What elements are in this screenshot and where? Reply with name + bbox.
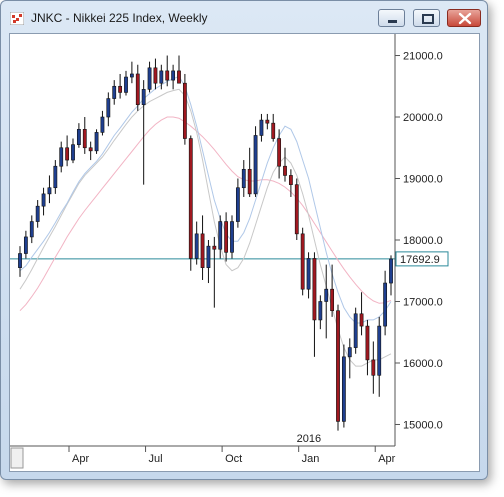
candle-body bbox=[94, 132, 99, 152]
maximize-icon bbox=[422, 14, 434, 24]
candle-body bbox=[259, 119, 264, 136]
candle-body bbox=[371, 359, 376, 376]
candle-body bbox=[182, 82, 187, 139]
y-tick-label: 15000.0 bbox=[403, 419, 443, 431]
candle-body bbox=[312, 258, 317, 321]
candle-body bbox=[53, 165, 58, 189]
candle-body bbox=[88, 147, 93, 152]
y-tick-label: 21000.0 bbox=[403, 51, 443, 63]
candle-body bbox=[294, 184, 299, 235]
candle-body bbox=[389, 258, 393, 284]
y-tick-label: 20000.0 bbox=[403, 112, 443, 124]
candle-body bbox=[330, 288, 335, 312]
y-tick-label: 17000.0 bbox=[403, 296, 443, 308]
candle-body bbox=[124, 76, 128, 93]
candle-body bbox=[235, 187, 240, 222]
candle-body bbox=[383, 282, 388, 327]
candle-body bbox=[288, 175, 293, 185]
candle-body bbox=[118, 85, 123, 93]
candle-body bbox=[112, 85, 117, 99]
candle-body bbox=[212, 245, 217, 250]
maximize-button[interactable] bbox=[413, 9, 440, 27]
candle-body bbox=[341, 356, 346, 422]
candle-body bbox=[347, 347, 352, 358]
last-price-label: 17692.9 bbox=[400, 254, 440, 266]
candle-body bbox=[306, 258, 311, 290]
candle-body bbox=[206, 245, 211, 268]
chart-window: JNKC - Nikkei 225 Index, Weekly 21000.0 2… bbox=[0, 0, 488, 480]
candle-body bbox=[318, 301, 323, 321]
candle-body bbox=[177, 70, 181, 84]
y-tick-label: 16000.0 bbox=[403, 358, 443, 370]
candle-body bbox=[188, 138, 193, 259]
candles bbox=[18, 55, 393, 431]
ma-fast-line bbox=[19, 75, 392, 324]
x-tick-label: Jul bbox=[149, 453, 163, 465]
axes: 21000.0 20000.0 19000.0 18000.0 17000.0 16000… bbox=[10, 34, 449, 469]
year-label: 2016 bbox=[297, 433, 321, 445]
candle-body bbox=[159, 70, 164, 84]
candle-body bbox=[135, 73, 140, 106]
candle-body bbox=[194, 233, 199, 259]
x-tick-label: Oct bbox=[225, 453, 242, 465]
candle-body bbox=[200, 233, 205, 268]
candle-body bbox=[106, 98, 111, 118]
moving-averages bbox=[19, 75, 392, 367]
candle-body bbox=[171, 70, 176, 81]
y-tick-label: 19000.0 bbox=[403, 174, 443, 186]
candle-body bbox=[336, 310, 340, 422]
candle-body bbox=[224, 221, 229, 253]
minimize-icon bbox=[388, 20, 397, 23]
chart-area[interactable]: 21000.0 20000.0 19000.0 18000.0 17000.0 16000… bbox=[9, 33, 480, 472]
candle-body bbox=[18, 253, 22, 268]
candle-body bbox=[153, 67, 158, 84]
candle-body bbox=[265, 119, 270, 124]
candle-body bbox=[100, 116, 105, 133]
close-button[interactable] bbox=[447, 9, 481, 27]
candle-body bbox=[230, 221, 234, 253]
candle-body bbox=[365, 325, 370, 361]
candle-body bbox=[271, 122, 276, 139]
candle-body bbox=[129, 73, 134, 78]
minimize-button[interactable] bbox=[378, 9, 405, 27]
window-title: JNKC - Nikkei 225 Index, Weekly bbox=[31, 11, 208, 25]
ma-mid-line bbox=[19, 88, 392, 367]
candle-body bbox=[353, 313, 358, 348]
candlestick-chart[interactable]: 21000.0 20000.0 19000.0 18000.0 17000.0 16000… bbox=[10, 34, 479, 471]
candle-body bbox=[253, 135, 258, 195]
candle-body bbox=[247, 168, 252, 195]
candle-body bbox=[277, 138, 282, 167]
candle-body bbox=[141, 89, 146, 106]
x-tick-label: Apr bbox=[378, 453, 395, 465]
candle-body bbox=[82, 129, 87, 149]
candle-body bbox=[283, 165, 287, 176]
y-tick-label: 18000.0 bbox=[403, 235, 443, 247]
candle-body bbox=[165, 70, 170, 81]
candle-body bbox=[377, 325, 382, 376]
candle-body bbox=[59, 147, 64, 167]
candle-body bbox=[47, 187, 52, 195]
candle-body bbox=[359, 313, 364, 327]
ma-slow-line bbox=[19, 116, 392, 312]
title-bar[interactable]: JNKC - Nikkei 225 Index, Weekly bbox=[1, 1, 487, 33]
x-tick-label: Apr bbox=[72, 453, 89, 465]
x-tick-label: Jan bbox=[302, 453, 320, 465]
candle-body bbox=[76, 129, 81, 145]
candle-body bbox=[218, 221, 223, 250]
candle-body bbox=[71, 144, 75, 161]
candle-body bbox=[23, 236, 28, 254]
candle-body bbox=[41, 193, 46, 207]
candle-body bbox=[35, 205, 40, 222]
last-price-box bbox=[395, 251, 449, 267]
candle-body bbox=[300, 233, 305, 290]
candle-body bbox=[29, 221, 34, 238]
close-icon bbox=[458, 12, 472, 25]
candle-body bbox=[147, 67, 152, 90]
candle-body bbox=[65, 147, 70, 161]
candle-body bbox=[324, 288, 329, 302]
candle-body bbox=[241, 168, 246, 189]
scroll-handle bbox=[10, 447, 24, 469]
chart-app-icon bbox=[10, 12, 24, 25]
